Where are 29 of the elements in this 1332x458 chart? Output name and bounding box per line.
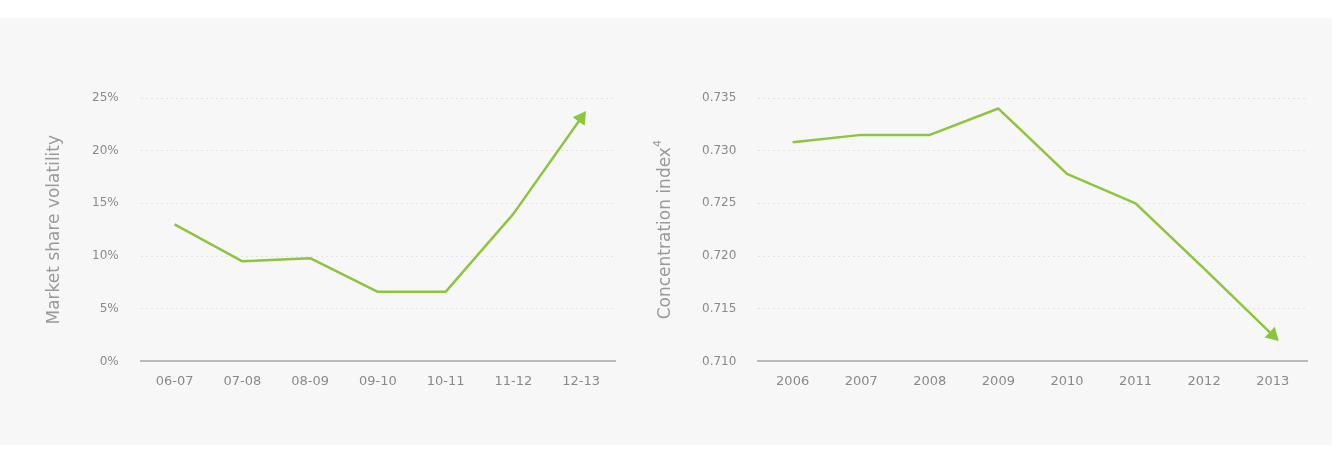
y-axis-title: Concentration index4 <box>650 140 675 320</box>
y-tick-label: 0.715 <box>701 300 737 315</box>
y-tick-label: 25% <box>92 90 119 105</box>
y-tick-label: 0.730 <box>701 142 737 157</box>
y-tick-label: 10% <box>92 248 119 263</box>
y-tick-label: 0.710 <box>701 353 737 368</box>
x-tick-label: 12-13 <box>562 372 601 388</box>
x-tick-label: 2011 <box>1119 372 1153 388</box>
x-tick-label: 2013 <box>1256 372 1290 388</box>
x-tick-label: 2007 <box>844 372 878 388</box>
y-tick-label: 0.720 <box>701 248 737 263</box>
x-tick-label: 07-08 <box>223 372 262 388</box>
x-tick-label: 2009 <box>981 372 1015 388</box>
x-tick-label: 08-09 <box>291 372 329 388</box>
y-tick-label: 5% <box>99 300 119 315</box>
y-tick-label: 0.735 <box>701 90 737 105</box>
x-tick-label: 09-10 <box>358 372 397 388</box>
x-tick-label: 2006 <box>776 372 810 388</box>
x-tick-label: 2012 <box>1187 372 1221 388</box>
y-tick-label: 20% <box>92 142 119 157</box>
x-tick-label: 10-11 <box>426 372 465 388</box>
x-tick-label: 06-07 <box>155 372 194 388</box>
y-axis-title: Market share volatility <box>43 134 64 325</box>
x-tick-label: 2010 <box>1050 372 1084 388</box>
y-tick-label: 15% <box>92 195 119 210</box>
x-tick-label: 2008 <box>913 372 947 388</box>
y-tick-label: 0.725 <box>701 195 737 210</box>
x-tick-label: 11-12 <box>494 372 533 388</box>
y-tick-label: 0% <box>99 353 119 368</box>
